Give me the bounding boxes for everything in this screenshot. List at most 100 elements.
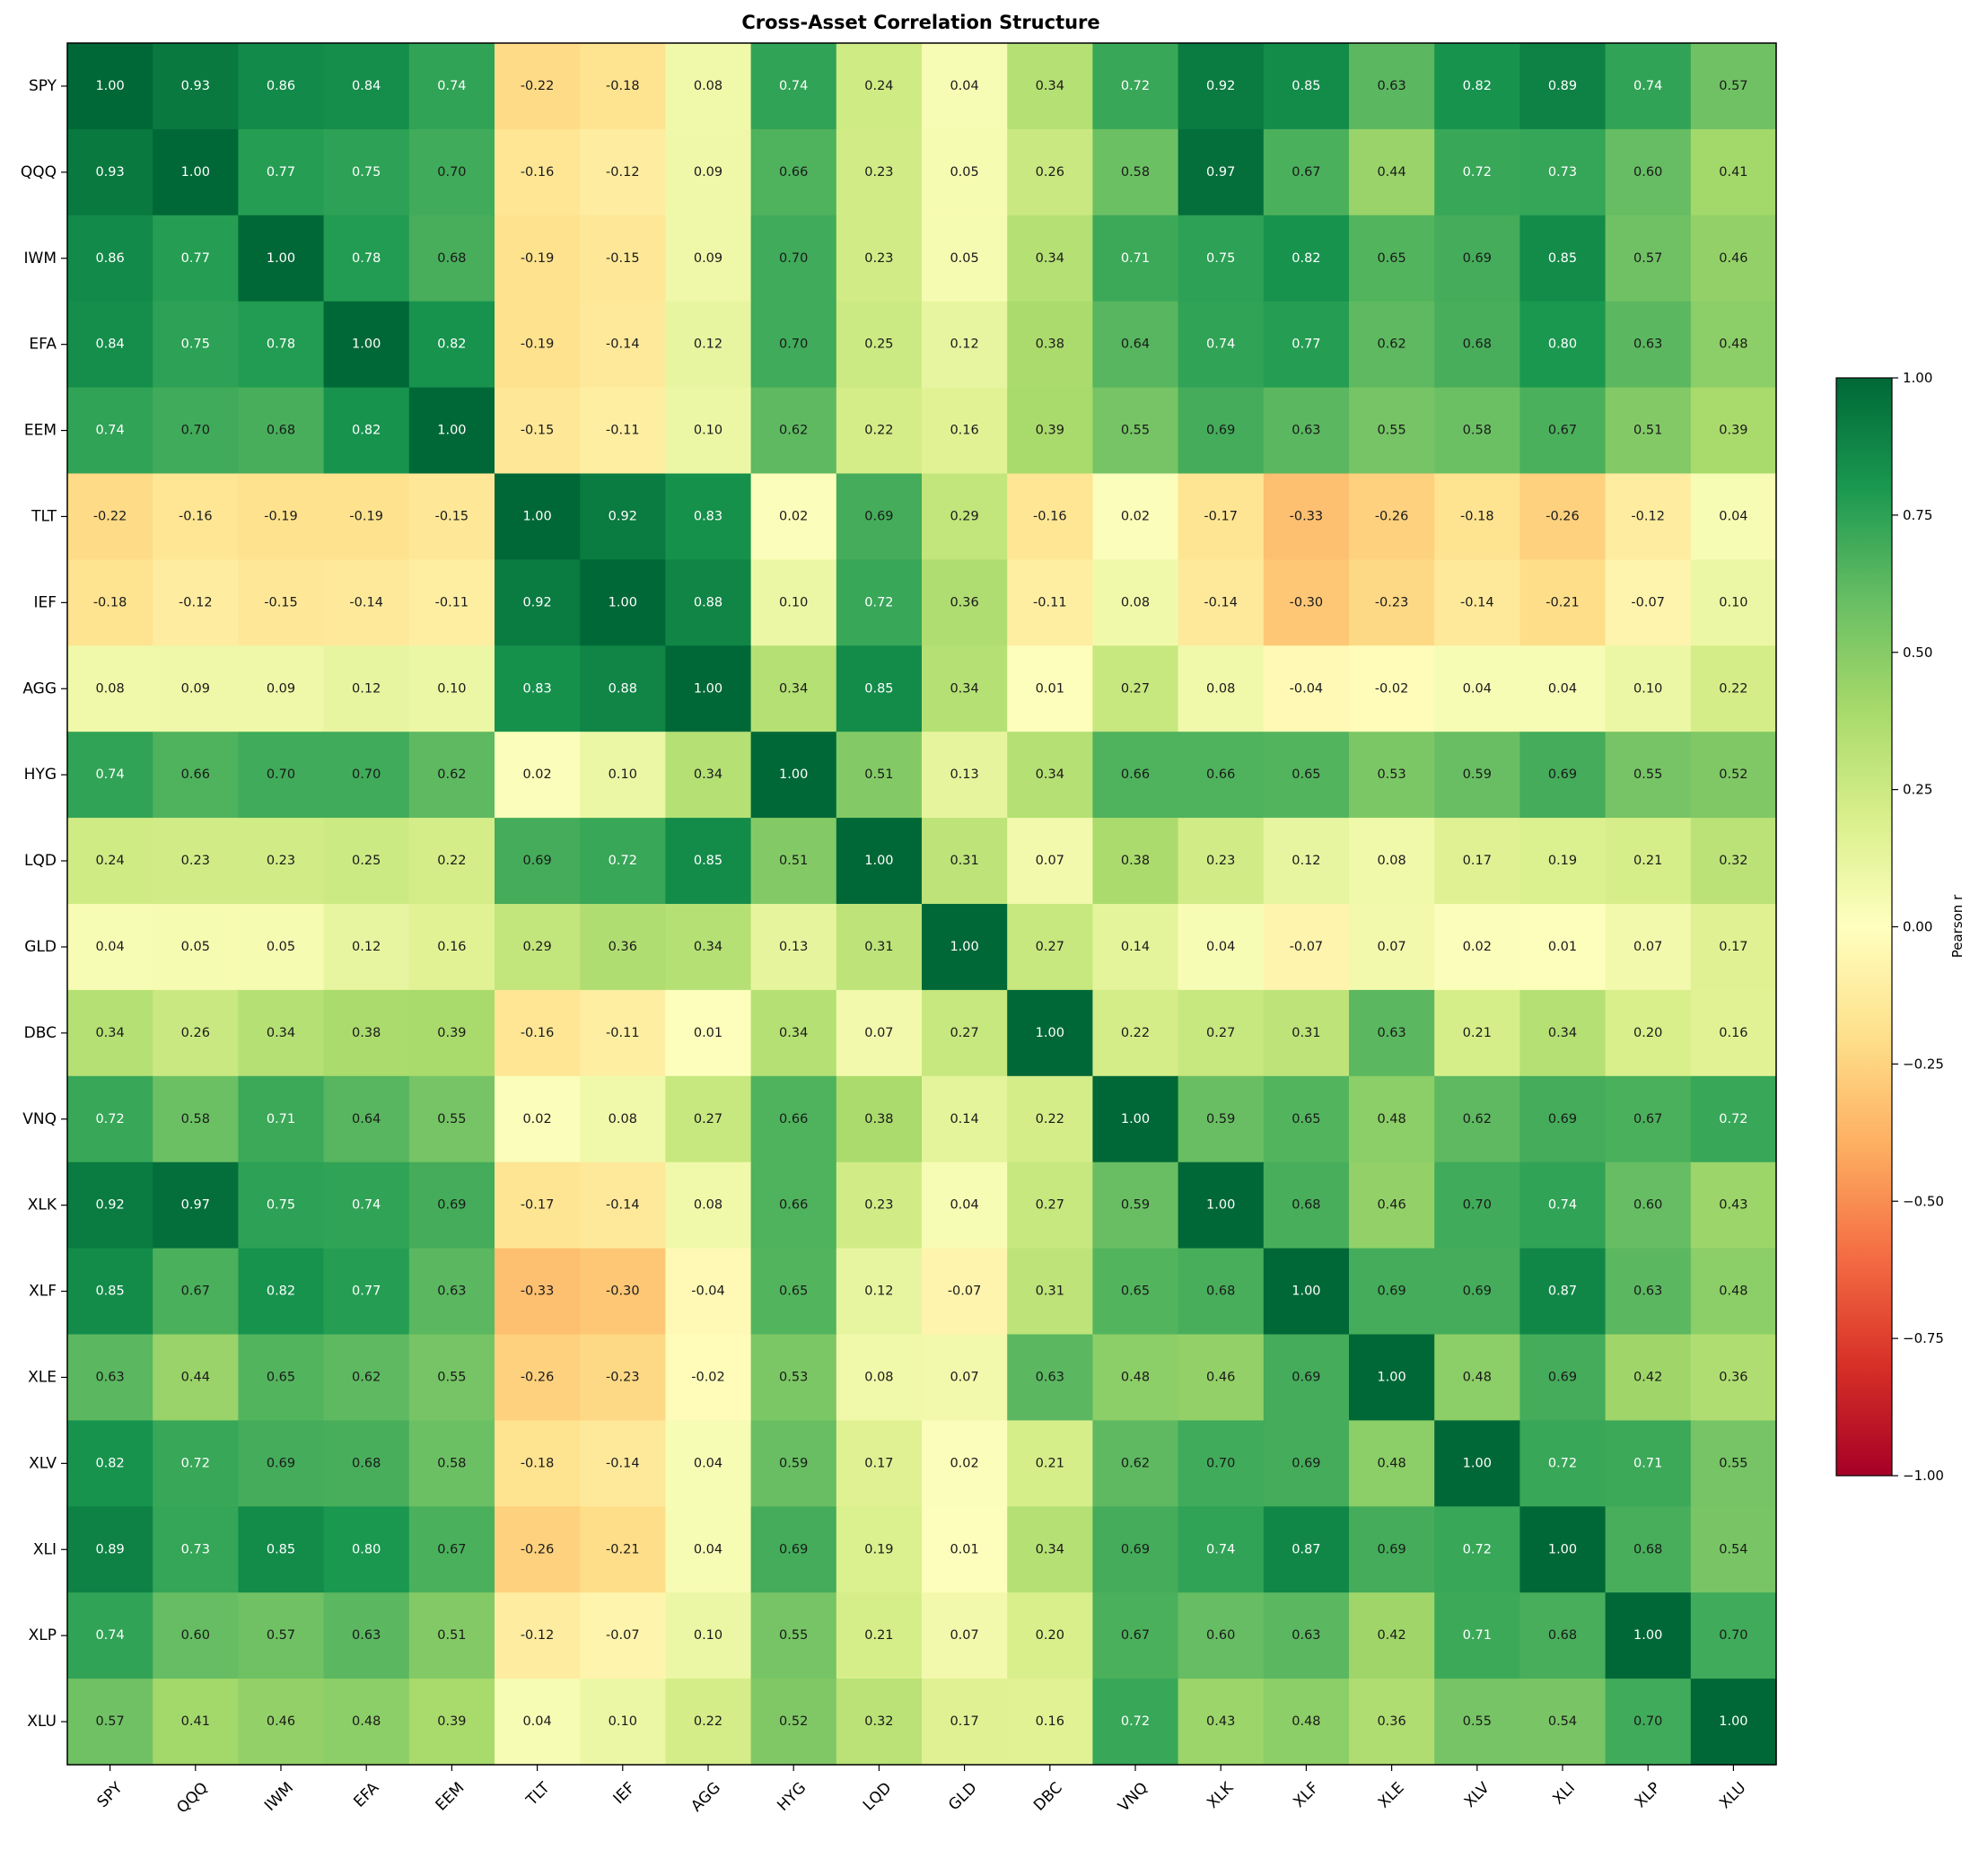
heatmap-cell [1007, 1075, 1093, 1163]
cell-value-label: 0.19 [864, 1542, 893, 1556]
cell-value-label: 0.48 [1377, 1456, 1405, 1470]
heatmap-cell [238, 1248, 325, 1336]
heatmap-cell [67, 1420, 153, 1507]
cell-value-label: 0.46 [1377, 1198, 1405, 1213]
cell-value-label: 0.51 [779, 854, 808, 868]
heatmap-cell [1434, 989, 1520, 1077]
heatmap-cell [750, 128, 837, 216]
cell-value-label: -0.19 [349, 509, 383, 523]
cell-value-label: -0.11 [1033, 595, 1067, 609]
cell-value-label: 0.67 [1633, 1112, 1662, 1126]
cell-value-label: 0.75 [352, 165, 381, 180]
x-axis: SPY QQQ IWM EFA EEM TLT IEF AGG HYG LQD GLD DBC VNQ X… [94, 1765, 1749, 1817]
cell-value-label: 0.68 [1548, 1628, 1577, 1643]
heatmap-cell [323, 989, 410, 1077]
heatmap-cell [1690, 387, 1777, 475]
heatmap-cell [836, 1248, 923, 1336]
heatmap-cell [495, 559, 581, 646]
x-tick-label: XLE [1375, 1779, 1408, 1812]
heatmap-cell [238, 1075, 325, 1163]
cell-value-label: 0.23 [864, 165, 893, 180]
heatmap-cell [750, 301, 837, 389]
cell-value-label: 0.22 [1121, 1026, 1150, 1040]
cell-value-label: 0.44 [181, 1370, 210, 1384]
cell-value-label: 0.66 [779, 1112, 808, 1126]
heatmap-cell [1092, 1162, 1179, 1249]
heatmap-cell [67, 128, 153, 216]
heatmap-cell [750, 818, 837, 905]
cell-value-label: 0.70 [1633, 1714, 1662, 1729]
heatmap-cell [1007, 904, 1093, 991]
cell-value-label: 0.80 [352, 1542, 381, 1556]
cell-value-label: 0.65 [267, 1370, 295, 1384]
cell-value-label: 0.55 [1377, 424, 1405, 438]
heatmap-cell [1263, 1679, 1350, 1766]
heatmap-cell [1349, 215, 1435, 302]
heatmap-cell [408, 904, 495, 991]
cell-value-label: -0.18 [521, 1456, 555, 1470]
heatmap-cell [1605, 1248, 1692, 1336]
cell-value-label: -0.16 [1033, 509, 1067, 523]
heatmap-cell [495, 989, 581, 1077]
heatmap-cell [153, 1248, 239, 1336]
cell-value-label: 0.34 [694, 767, 722, 782]
heatmap-cell [836, 904, 923, 991]
cell-value-label: 0.38 [864, 1112, 893, 1126]
heatmap-cell [67, 1592, 153, 1679]
cell-value-label: 0.32 [1719, 854, 1747, 868]
heatmap-cell [495, 1679, 581, 1766]
cell-value-label: 0.66 [1206, 767, 1235, 782]
heatmap-cell [153, 1334, 239, 1421]
cell-value-label: 0.07 [864, 1026, 893, 1040]
heatmap-cell [1007, 387, 1093, 475]
heatmap-cell [495, 1075, 581, 1163]
colorbar-tick-label: 1.00 [1903, 370, 1932, 386]
heatmap-cell [750, 1592, 837, 1679]
cell-value-label: 0.12 [864, 1284, 893, 1299]
heatmap-cell [665, 559, 752, 646]
heatmap-cell [1007, 1248, 1093, 1336]
cell-value-label: 0.07 [1633, 940, 1662, 954]
cell-value-label: 1.00 [267, 251, 295, 266]
heatmap-cell [1178, 43, 1265, 130]
cell-value-label: 0.19 [1548, 854, 1577, 868]
heatmap-cell [580, 904, 666, 991]
y-tick-label: XLU [27, 1713, 57, 1731]
heatmap-cell [580, 43, 666, 130]
cell-value-label: 0.59 [1206, 1112, 1235, 1126]
x-tick-label: EEM [433, 1779, 468, 1815]
cell-value-label: 0.41 [181, 1714, 210, 1729]
heatmap-cell [922, 1679, 1008, 1766]
heatmap-cell [665, 818, 752, 905]
heatmap-cell [1263, 732, 1350, 819]
cell-value-label: 0.59 [1463, 767, 1492, 782]
heatmap-cell [67, 43, 153, 130]
cell-value-label: 0.97 [181, 1198, 210, 1213]
cell-value-label: 0.73 [181, 1542, 210, 1556]
cell-value-label: 1.00 [1292, 1284, 1320, 1299]
cell-value-label: 0.55 [437, 1370, 466, 1384]
heatmap-cell [153, 215, 239, 302]
cell-value-label: -0.26 [521, 1370, 555, 1384]
heatmap-cell [495, 904, 581, 991]
heatmap-cell [1178, 559, 1265, 646]
heatmap-cell [1092, 473, 1179, 560]
heatmap-cell [1092, 215, 1179, 302]
cell-value-label: 0.92 [1206, 79, 1235, 93]
heatmap-cell [1349, 818, 1435, 905]
heatmap-cell [1263, 1162, 1350, 1249]
cell-value-label: -0.14 [606, 1198, 640, 1213]
heatmap-cell [580, 387, 666, 475]
heatmap-cell [1690, 1248, 1777, 1336]
cell-value-label: 0.57 [1719, 79, 1747, 93]
heatmap-cell [153, 732, 239, 819]
heatmap-cell [665, 989, 752, 1077]
heatmap-cell [665, 43, 752, 130]
cell-value-label: 0.57 [267, 1628, 295, 1643]
cell-value-label: 0.26 [1036, 165, 1064, 180]
heatmap-cell [67, 989, 153, 1077]
cell-value-label: 0.34 [779, 681, 808, 696]
heatmap-cell [323, 1075, 410, 1163]
cell-value-label: -0.12 [179, 595, 213, 609]
heatmap-cell [1263, 904, 1350, 991]
